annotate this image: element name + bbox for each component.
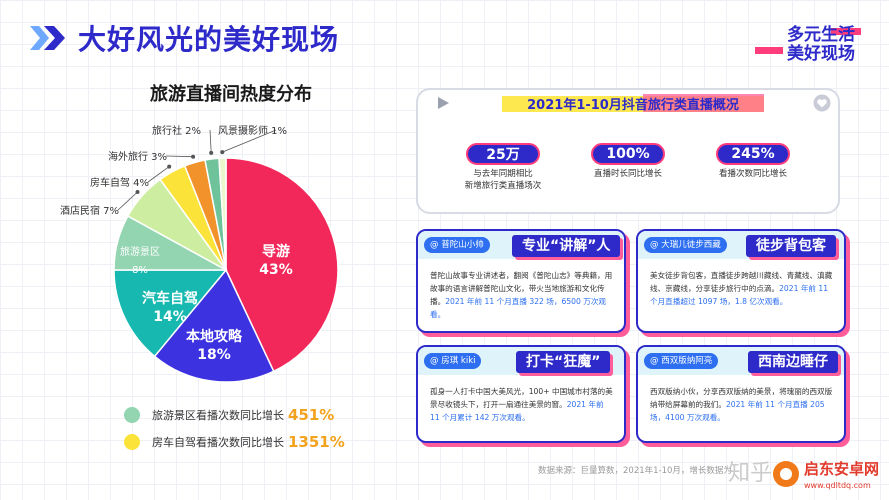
stat-desc: 看播次数同比增长 [718,169,787,179]
card-body: 普陀山故事专业讲述者，翻阅《普陀山志》等典籍，用故事的语言讲解普陀山文化，带火当… [430,271,613,319]
page-title: 大好风光的美好现场 [78,23,340,56]
slice-label: 旅行社 2% [152,124,201,137]
leader-dot [220,150,225,155]
watermark-url: www.qdltdq.com [804,481,871,490]
watermark-brand: 启东安卓网 [804,460,879,478]
slice-label: 海外旅行 3% [108,150,167,163]
creator-handle: @ 西双版纳阿亮 [644,353,719,369]
leader-dot [209,150,214,155]
creator-handle: @ 大瑞儿徒步西藏 [644,237,727,253]
pie-slice [153,268,275,383]
slice-label: 旅游景区 [120,245,160,258]
slice-label: 8% [132,265,148,276]
overview-title: 2021年1-10月抖音旅行类直播概况 [527,98,739,113]
creator-handle: @ 普陀山小帅 [424,237,490,253]
logo-line-2: 美好现场 [787,44,855,64]
card-body: 西双版纳小伙，分享西双版纳的美景，将瑰丽的西双版纳带给屏幕前的我们。2021 年… [650,387,833,422]
card-heading: 西南边睡仔 [748,351,838,373]
slice-label: 18% [197,347,231,363]
heart-icon[interactable] [813,94,831,112]
creator-handle: @ 房琪 kiki [424,353,482,369]
pie-slice [225,157,339,373]
feature-card: @ 房琪 kiki 打卡“狂魔” 孤身一人打卡中国大美风光，100+ 中国城市村… [416,345,626,443]
leader-line [117,191,138,211]
pie-chart: 导游 43% 本地攻略 18% 汽车自驾 14% 旅游景区 8% 酒店民宿 7% 房车自驾 4% 海… [60,124,339,383]
feature-card: @ 西双版纳阿亮 西南边睡仔 西双版纳小伙，分享西双版纳的美景，将瑰丽的西双版纳… [636,345,846,443]
overview-title-wrap: 2021年1-10月抖音旅行类直播概况 [502,92,764,114]
chevron-right-icon [30,26,65,50]
stat-value: 100% [591,143,665,165]
growth-note-scenic: 旅游景区看播次数同比增长 451% [124,404,334,426]
growth-value: 451% [288,406,335,424]
feature-card: @ 普陀山小帅 专业“讲解”人 普陀山故事专业讲述者，翻阅《普陀山志》等典籍，用… [416,229,626,333]
slice-label: 房车自驾 4% [90,176,149,189]
leader-dot [135,190,140,194]
chart-title: 旅游直播间热度分布 [150,84,312,105]
brand-logo: 多元生活 美好现场 [743,20,861,64]
stat-value: 245% [716,143,790,165]
pie-slice [218,157,227,271]
slice-label: 汽车自驾 [142,290,198,307]
leader-dot [191,154,196,159]
growth-note-rv: 房车自驾看播次数同比增长 1351% [124,431,345,453]
pie-slice [113,269,228,358]
logo-line-1: 多元生活 [787,25,855,45]
legend-dot-scenic [124,407,140,423]
card-heading: 徒步背包客 [746,235,836,257]
stat-value: 25万 [466,143,540,165]
leader-line [165,155,194,158]
slice-label: 风景摄影师 1% [218,124,287,137]
growth-value: 1351% [288,433,345,451]
slice-label: 43% [259,262,293,278]
feature-card: @ 大瑞儿徒步西藏 徒步背包客 美女徒步背包客，直播徒步跨越川藏线、青藏线、滇藏… [636,229,846,333]
growth-label: 房车自驾看播次数同比增长 [152,436,284,449]
stat-desc: 与去年同期相比 新增旅行类直播场次 [464,169,542,191]
growth-label: 旅游景区看播次数同比增长 [152,409,284,422]
play-icon[interactable] [436,96,450,110]
slice-label: 14% [153,309,187,325]
slice-label: 导游 [262,243,290,260]
source-note: 数据来源：巨量算数，2021年1-10月，增长数据为 [538,466,732,476]
watermark: 知乎 启东安卓网 www.qdltdq.com [728,460,879,490]
legend-dot-rv [124,434,140,450]
stat-desc: 直播时长同比增长 [593,169,662,179]
card-body: 孤身一人打卡中国大美风光，100+ 中国城市村落的美景尽收镜头下，打开一扇通往美… [430,387,613,422]
card-body: 美女徒步背包客，直播徒步跨越川藏线、青藏线、滇藏线、京藏线，分享徒步旅行中的点滴… [650,271,833,306]
leader-dot [167,164,172,169]
watermark-left: 知乎 [728,461,772,486]
card-heading: 专业“讲解”人 [512,235,621,257]
slice-label: 酒店民宿 7% [60,204,119,217]
leader-line [147,166,170,183]
leader-line [222,129,277,153]
leader-line [209,129,212,153]
slice-label: 本地攻略 [186,328,243,345]
card-heading: 打卡“狂魔” [516,351,611,373]
